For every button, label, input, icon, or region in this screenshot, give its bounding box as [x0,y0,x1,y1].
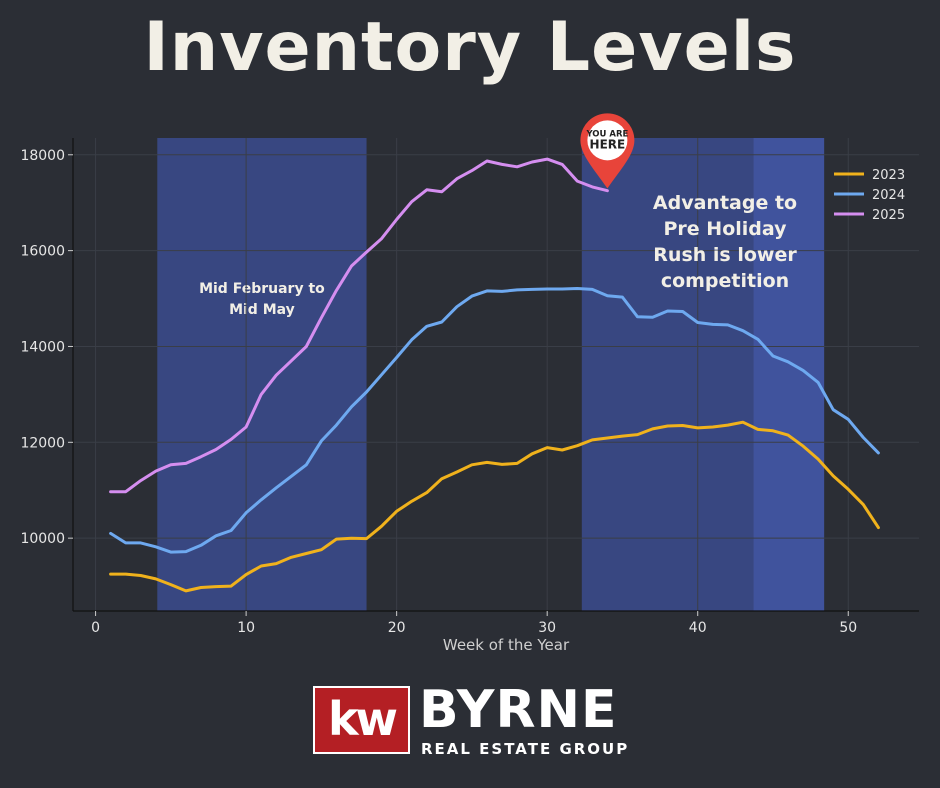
brand-name: BYRNE [419,680,618,740]
legend-label-2024: 2024 [872,188,905,203]
series-line-2023 [109,420,880,593]
annotation-text: competition [661,270,789,292]
shaded-region-2 [753,138,825,611]
x-tick-label: 20 [388,620,406,636]
x-tick-label: 40 [689,620,707,636]
annotation-text: Pre Holiday [664,218,788,240]
y-tick-label: 14000 [20,339,65,355]
legend-label-2023: 2023 [872,168,905,183]
y-tick-label: 16000 [20,244,65,260]
marker-label-bottom: HERE [590,137,626,151]
y-tick-label: 18000 [20,148,65,164]
legend-label-2025: 2025 [872,208,905,223]
region-label: Mid May [229,302,295,318]
series-line-2025 [109,157,609,494]
shaded-region-1 [581,138,754,611]
annotation-text: Advantage to [653,192,797,214]
x-tick-label: 50 [839,620,857,636]
x-tick-label: 30 [538,620,556,636]
region-label: Mid February to [199,281,325,297]
marker-label-top: YOU ARE [585,129,628,139]
y-tick-label: 12000 [20,435,65,451]
inventory-chart: Mid February to Mid May 10000 12000 14000 16… [20,113,919,654]
brand-subtitle: REAL ESTATE GROUP [421,740,630,758]
x-tick-label: 0 [91,620,100,636]
kw-logo-mark: kw [313,686,410,754]
x-tick-label: 10 [237,620,255,636]
y-tick-label: 10000 [20,531,65,547]
marker-pin-center [587,120,628,161]
shaded-region-0 [157,138,367,611]
series-line-2024 [109,287,880,554]
page-title: Inventory Levels [143,8,797,87]
annotation-text: Rush is lower [653,244,797,266]
x-axis-label: Week of the Year [443,636,570,654]
